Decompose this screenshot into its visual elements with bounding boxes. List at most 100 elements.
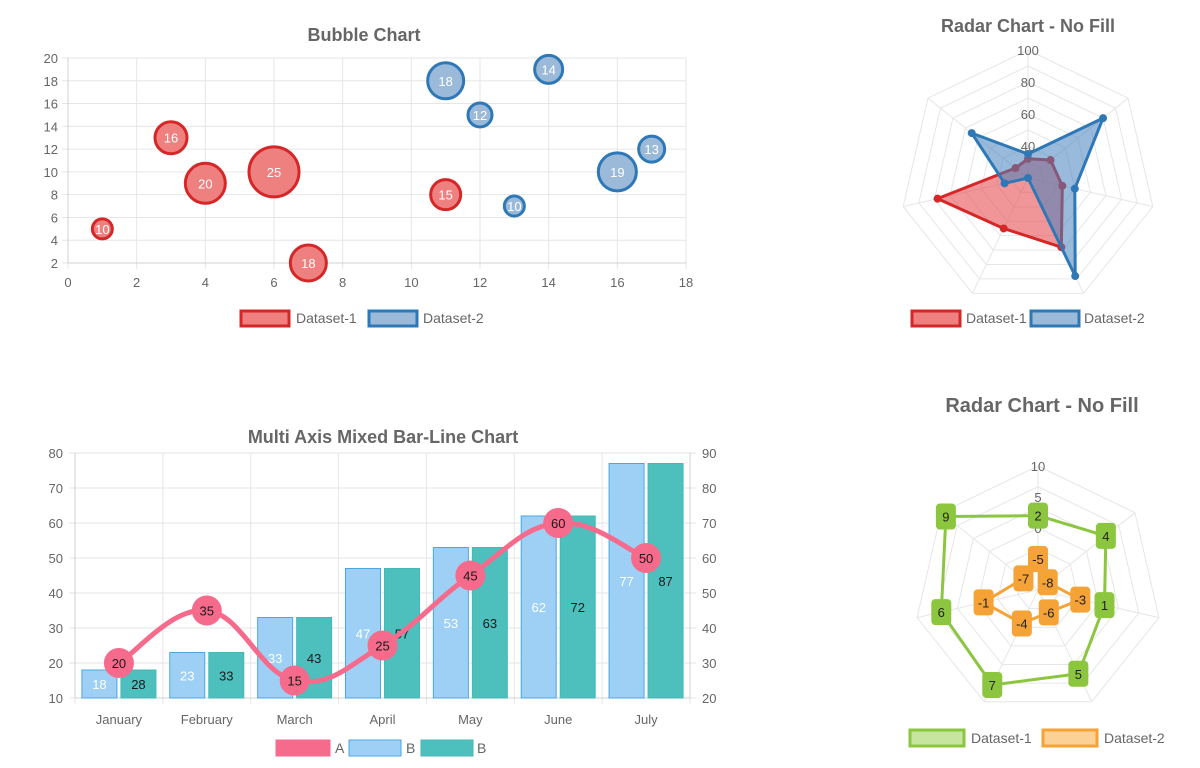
bar-b-2-data-label: 87 — [658, 574, 672, 589]
line-a-point[interactable] — [455, 560, 486, 591]
radar-ring — [902, 49, 1154, 294]
legend-label-b-2[interactable]: B — [477, 740, 486, 756]
bar-b-data-label: 18 — [92, 677, 106, 692]
radar-point[interactable] — [1024, 174, 1032, 182]
line-a-point[interactable] — [367, 630, 398, 661]
radar-point-marker[interactable] — [982, 671, 1003, 698]
legend-label-dataset-2[interactable]: Dataset-2 — [1104, 730, 1165, 746]
mixed-legend: A B B — [275, 739, 486, 757]
legend-swatch-dataset-1[interactable] — [908, 728, 966, 748]
bar-b[interactable] — [520, 515, 557, 699]
mixed-chart-title: Multi Axis Mixed Bar-Line Chart — [248, 427, 518, 447]
legend-swatch-dataset-2[interactable] — [367, 309, 419, 328]
bar-b-2[interactable] — [647, 463, 684, 699]
bubble-data-label: 18 — [438, 74, 452, 89]
bubble-point[interactable] — [429, 178, 463, 212]
radar-point-marker[interactable] — [931, 599, 952, 626]
radar-point[interactable] — [1000, 179, 1009, 188]
bubble-point[interactable] — [533, 53, 565, 85]
radar-2-series: 2 4 1 5 7 6 9 -5 -8 -3 -6 -4 -1 -7 — [931, 502, 1116, 698]
radar-point[interactable] — [1024, 150, 1032, 158]
bubble-points: 10 16 20 25 18 15 18 12 10 14 19 13 — [90, 53, 667, 283]
bubble-point[interactable] — [502, 194, 526, 218]
radar-point[interactable] — [1070, 184, 1079, 193]
radar-point-marker[interactable] — [1068, 660, 1089, 687]
bubble-point[interactable] — [153, 120, 189, 156]
legend-swatch-dataset-2[interactable] — [1029, 309, 1081, 328]
radar-point-marker[interactable] — [935, 503, 956, 530]
legend-swatch-b[interactable] — [348, 739, 402, 757]
bar-b-2-data-label: 43 — [307, 651, 321, 666]
radar-point[interactable] — [999, 224, 1008, 233]
y-tick-label: 10 — [44, 165, 58, 180]
legend-swatch-dataset-2[interactable] — [1041, 728, 1099, 748]
bubble-point[interactable] — [90, 217, 114, 241]
radar-point-marker[interactable] — [1070, 586, 1091, 613]
legend-label-dataset-1[interactable]: Dataset-1 — [971, 730, 1032, 746]
bar-b[interactable] — [608, 463, 645, 699]
bar-b-2-data-label: 33 — [219, 668, 233, 683]
radar-point-marker[interactable] — [1038, 599, 1059, 626]
bar-b-data-label: 23 — [180, 668, 194, 683]
radar-tick-label: 10 — [1031, 459, 1045, 474]
bubble-grid — [62, 57, 687, 269]
radar-point[interactable] — [967, 129, 976, 138]
line-a-data-label: 60 — [551, 516, 565, 531]
radar-chart-1-title: Radar Chart - No Fill — [941, 16, 1115, 36]
radar-chart-2-title: Radar Chart - No Fill — [945, 395, 1138, 417]
radar-data-label: 4 — [1102, 529, 1109, 544]
bubble-data-label: 13 — [644, 142, 658, 157]
legend-label-dataset-2[interactable]: Dataset-2 — [423, 310, 484, 326]
bubble-point[interactable] — [247, 145, 301, 199]
radar-point-marker[interactable] — [1028, 546, 1048, 572]
legend-swatch-dataset-1[interactable] — [239, 309, 291, 328]
legend-swatch-dataset-1[interactable] — [910, 309, 962, 328]
y-right-tick-label: 60 — [702, 551, 716, 566]
line-a-point[interactable] — [631, 543, 662, 573]
bubble-point[interactable] — [183, 161, 227, 205]
bubble-point[interactable] — [466, 101, 494, 129]
radar-point-marker[interactable] — [1037, 569, 1058, 596]
legend-swatch-b-2[interactable] — [420, 739, 474, 757]
y-right-tick-label: 40 — [702, 621, 716, 636]
mixed-bar-line-chart: Multi Axis Mixed Bar-Line Chart 10 20 30 40… — [49, 427, 716, 757]
line-a-point[interactable] — [543, 508, 574, 538]
bubble-point[interactable] — [637, 134, 667, 164]
radar-point-marker[interactable] — [1011, 610, 1032, 637]
radar-point-marker[interactable] — [1094, 592, 1115, 619]
radar-point-marker[interactable] — [1013, 565, 1034, 592]
radar-tick-label: 5 — [1034, 490, 1041, 505]
legend-label-a[interactable]: A — [335, 740, 345, 756]
bar-b[interactable] — [169, 652, 206, 699]
radar-chart-1: Radar Chart - No Fill 40 60 80 100 Dataset-… — [902, 16, 1154, 328]
legend-label-dataset-2[interactable]: Dataset-2 — [1084, 310, 1145, 326]
line-a-point[interactable] — [103, 648, 134, 678]
x-tick-label: 2 — [133, 275, 140, 290]
radar-tick-label: 100 — [1017, 43, 1039, 58]
legend-label-dataset-1[interactable]: Dataset-1 — [296, 310, 357, 326]
bubble-data-label: 12 — [473, 108, 487, 123]
radar-point[interactable] — [1071, 272, 1080, 281]
radar-1-legend: Dataset-1 Dataset-2 — [910, 309, 1145, 328]
radar-point[interactable] — [1099, 114, 1108, 123]
bar-b[interactable] — [345, 568, 381, 699]
radar-ring — [997, 548, 1079, 628]
radar-point-marker[interactable] — [1095, 522, 1116, 549]
x-tick-label: June — [544, 712, 572, 727]
radar-data-label: 7 — [989, 678, 996, 693]
y-tick-label: 12 — [44, 142, 58, 157]
radar-point[interactable] — [933, 194, 942, 203]
bubble-point[interactable] — [288, 243, 328, 283]
bar-b-2[interactable] — [559, 515, 596, 699]
bar-b-2[interactable] — [208, 652, 245, 699]
line-a-point[interactable] — [279, 665, 310, 696]
radar-point-marker[interactable] — [973, 589, 994, 616]
legend-label-dataset-1[interactable]: Dataset-1 — [966, 310, 1027, 326]
radar-point-marker[interactable] — [1028, 502, 1048, 529]
legend-label-b[interactable]: B — [406, 740, 415, 756]
line-a-point[interactable] — [191, 595, 222, 626]
bubble-point[interactable] — [596, 151, 638, 193]
legend-swatch-a[interactable] — [275, 739, 331, 757]
bubble-point[interactable] — [426, 61, 466, 101]
y-right-tick-label: 50 — [702, 586, 716, 601]
